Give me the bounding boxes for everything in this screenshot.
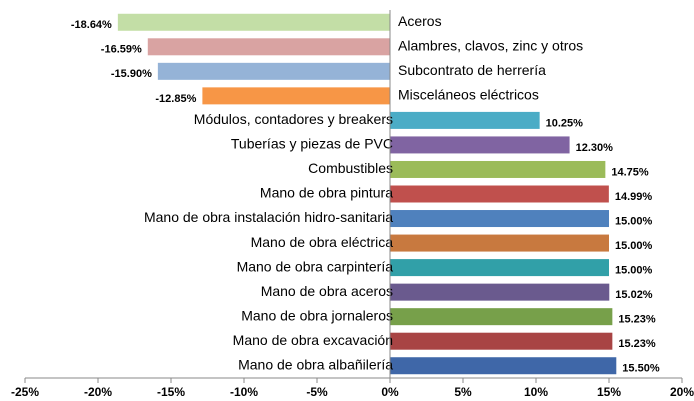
category-label: Aceros [398, 13, 442, 29]
category-label: Tuberías y piezas de PVC [231, 136, 393, 152]
category-label: Mano de obra carpintería [237, 258, 394, 274]
category-label: Misceláneos eléctricos [398, 87, 539, 103]
bar [157, 62, 390, 80]
bar [390, 332, 613, 350]
category-label: Mano de obra instalación hidro-sanitaria [144, 209, 393, 225]
bar [390, 210, 609, 228]
category-label: Mano de obra excavación [233, 332, 393, 348]
value-label: 10.25% [546, 117, 584, 129]
value-label: 14.75% [611, 166, 649, 178]
x-tick-label: 15% [597, 385, 621, 399]
value-label: 15.02% [615, 289, 653, 301]
x-tick-label: 0% [381, 385, 399, 399]
category-label: Mano de obra aceros [261, 283, 393, 299]
bar [390, 136, 570, 154]
x-tick-label: 10% [524, 385, 548, 399]
bar [390, 185, 609, 203]
value-label: 14.99% [615, 191, 653, 203]
x-tick-label: 20% [670, 385, 694, 399]
x-tick-label: -5% [306, 385, 328, 399]
x-tick-label: 5% [454, 385, 472, 399]
value-label: 12.30% [576, 142, 614, 154]
value-label: 15.00% [615, 240, 653, 252]
category-label: Mano de obra pintura [260, 185, 393, 201]
category-label: Subcontrato de herrería [398, 62, 546, 78]
x-tick-label: -20% [84, 385, 112, 399]
category-label: Mano de obra albañilería [238, 356, 393, 372]
bar [390, 234, 609, 252]
value-label: 15.23% [618, 338, 656, 350]
bar [390, 283, 610, 301]
bar [147, 38, 390, 56]
bar [390, 259, 609, 277]
x-tick-label: -25% [11, 385, 39, 399]
value-label: -18.64% [71, 19, 112, 31]
value-label: 15.00% [615, 215, 653, 227]
value-label: 15.00% [615, 265, 653, 277]
category-label: Módulos, contadores y breakers [194, 111, 393, 127]
bar [390, 308, 613, 326]
category-label: Mano de obra jornaleros [241, 307, 393, 323]
value-label: -12.85% [155, 93, 196, 105]
bar [117, 13, 390, 31]
value-label: 15.23% [618, 314, 656, 326]
x-tick-label: -15% [157, 385, 185, 399]
category-label: Mano de obra eléctrica [251, 234, 394, 250]
bar [390, 111, 540, 129]
value-label: -16.59% [101, 44, 142, 56]
value-label: -15.90% [111, 68, 152, 80]
bar [390, 357, 617, 375]
x-tick-label: -10% [230, 385, 258, 399]
bar [390, 160, 606, 178]
value-label: 15.50% [622, 363, 660, 375]
category-label: Alambres, clavos, zinc y otros [398, 38, 583, 54]
bar [202, 87, 390, 105]
category-label: Combustibles [308, 160, 393, 176]
